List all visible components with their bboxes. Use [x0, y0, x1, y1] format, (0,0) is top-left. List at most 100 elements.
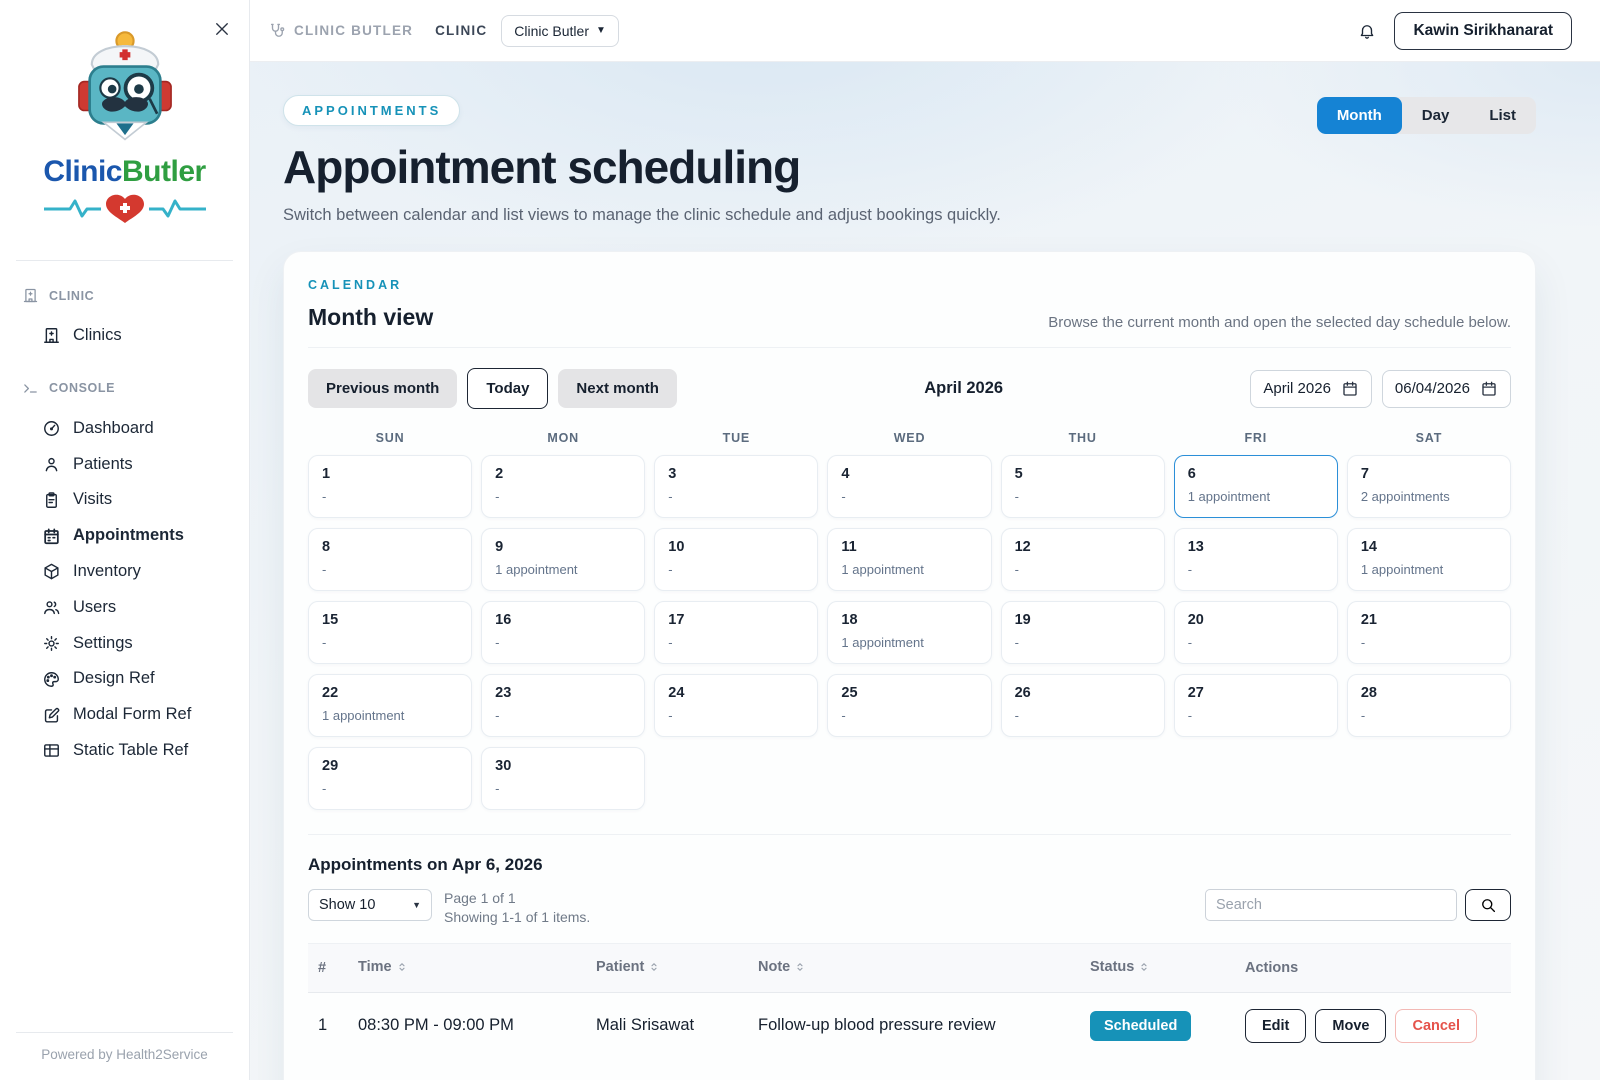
previous-month-button[interactable]: Previous month: [308, 369, 458, 408]
day-cell-5[interactable]: 5-: [1000, 455, 1165, 518]
sidebar-item-settings[interactable]: Settings: [0, 626, 249, 662]
users-icon: [42, 598, 61, 617]
day-cell-16[interactable]: 16-: [481, 601, 646, 664]
today-button[interactable]: Today: [467, 368, 549, 409]
calendar-picker-icon: [1341, 380, 1359, 398]
search-input[interactable]: [1205, 889, 1457, 921]
sidebar: ClinicButler CLINIC Clinics CONSOLE Dashboa…: [0, 0, 250, 1080]
page-size-select[interactable]: Show 10 ▼: [308, 889, 432, 921]
appointments-badge: APPOINTMENTS: [283, 95, 461, 126]
sidebar-item-inventory[interactable]: Inventory: [0, 554, 249, 590]
day-cell-1[interactable]: 1-: [308, 455, 473, 518]
day-cell-13[interactable]: 13-: [1173, 528, 1338, 591]
page-title: Appointment scheduling: [283, 141, 801, 193]
day-cell-10[interactable]: 10-: [654, 528, 819, 591]
day-cell-30[interactable]: 30-: [481, 747, 646, 810]
search-icon: [1479, 896, 1497, 914]
day-cell-17[interactable]: 17-: [654, 601, 819, 664]
calendar-card: CALENDAR Month view Browse the current m…: [283, 251, 1536, 1080]
weekday-label: THU: [1068, 431, 1097, 445]
main-content: APPOINTMENTS Appointment scheduling Swit…: [250, 62, 1600, 1080]
clinic-selector-dropdown[interactable]: Clinic Butler ▼: [501, 14, 619, 47]
column-header-time[interactable]: Time: [348, 942, 586, 993]
sidebar-item-modal-form-ref[interactable]: Modal Form Ref: [0, 697, 249, 733]
sidebar-item-users[interactable]: Users: [0, 590, 249, 626]
view-toggle: Month Day List: [1316, 97, 1536, 134]
close-icon[interactable]: [209, 16, 235, 42]
search-button[interactable]: [1465, 889, 1511, 921]
nav-section-clinic: CLINIC: [0, 279, 249, 312]
day-cell-22[interactable]: 22 1 appointment: [308, 674, 473, 737]
day-cell-3[interactable]: 3-: [654, 455, 819, 518]
sidebar-item-appointments[interactable]: Appointments: [0, 518, 249, 554]
day-cell-24[interactable]: 24-: [654, 674, 819, 737]
day-cell-19[interactable]: 19-: [1000, 601, 1165, 664]
month-picker-input[interactable]: April 2026: [1250, 369, 1372, 408]
day-appointments-heading: Appointments on Apr 6, 2026: [308, 855, 543, 874]
day-cell-29[interactable]: 29-: [308, 747, 473, 810]
day-cell-26[interactable]: 26-: [1000, 674, 1165, 737]
notifications-bell-icon[interactable]: [1358, 22, 1376, 40]
user-menu-button[interactable]: Kawin Sirikhanarat: [1394, 11, 1572, 50]
next-month-button[interactable]: Next month: [558, 369, 677, 408]
calendar-icon: [42, 527, 61, 546]
day-cell-14[interactable]: 14 1 appointment: [1346, 528, 1511, 591]
table-icon: [42, 741, 61, 760]
gauge-icon: [42, 419, 61, 438]
day-cell-8[interactable]: 8-: [308, 528, 473, 591]
move-appointment-button[interactable]: Move: [1315, 1008, 1387, 1043]
sidebar-item-dashboard[interactable]: Dashboard: [0, 411, 249, 447]
day-cell-21[interactable]: 21-: [1346, 601, 1511, 664]
month-view-heading: Month view: [308, 304, 434, 330]
palette-icon: [42, 670, 61, 689]
logo-wordmark: ClinicButler: [43, 155, 206, 188]
day-cell-11[interactable]: 11 1 appointment: [827, 528, 992, 591]
cancel-appointment-button[interactable]: Cancel: [1395, 1008, 1478, 1043]
column-header-num: #: [308, 942, 348, 993]
day-cell-18[interactable]: 18 1 appointment: [827, 601, 992, 664]
sidebar-nav: CLINIC Clinics CONSOLE Dashboard Patients Vis…: [0, 261, 249, 1018]
column-header-status[interactable]: Status: [1080, 942, 1235, 993]
appointment-note: Follow-up blood pressure review: [758, 1016, 996, 1035]
calendar-hint: Browse the current month and open the se…: [1048, 314, 1511, 331]
hospital-icon: [42, 326, 61, 345]
mascot-logo-image: [77, 31, 172, 141]
appointments-table: # Time Patient Note Status Actions 1 08:30 PM …: [308, 942, 1511, 1059]
sidebar-item-static-table-ref[interactable]: Static Table Ref: [0, 733, 249, 769]
day-cell-25[interactable]: 25-: [827, 674, 992, 737]
sidebar-item-visits[interactable]: Visits: [0, 482, 249, 518]
column-header-note[interactable]: Note: [748, 942, 1080, 993]
day-cell-2[interactable]: 2-: [481, 455, 646, 518]
view-tab-month[interactable]: Month: [1316, 97, 1402, 134]
view-tab-day[interactable]: Day: [1402, 97, 1470, 134]
sidebar-item-design-ref[interactable]: Design Ref: [0, 661, 249, 697]
day-cell-15[interactable]: 15-: [308, 601, 473, 664]
day-cell-28[interactable]: 28-: [1346, 674, 1511, 737]
view-tab-list[interactable]: List: [1469, 97, 1536, 134]
sidebar-divider: [16, 260, 233, 261]
weekday-label: SUN: [375, 431, 405, 445]
brand-text: CLINIC BUTLER: [294, 23, 414, 38]
hospital-icon: [22, 287, 39, 304]
table-row: 1 08:30 PM - 09:00 PM Mali Srisawat Follow-…: [308, 992, 1511, 1059]
stethoscope-icon: [268, 22, 286, 40]
topbar: CLINIC BUTLER CLINIC Clinic Butler ▼ Kawi…: [250, 0, 1600, 62]
person-icon: [42, 455, 61, 474]
column-header-patient[interactable]: Patient: [586, 942, 748, 993]
edit-appointment-button[interactable]: Edit: [1245, 1008, 1307, 1043]
day-cell-20[interactable]: 20-: [1173, 601, 1338, 664]
chevron-down-icon: ▼: [412, 900, 421, 910]
day-cell-23[interactable]: 23-: [481, 674, 646, 737]
calendar-eyebrow: CALENDAR: [308, 278, 403, 292]
day-cell-27[interactable]: 27-: [1173, 674, 1338, 737]
day-cell-4[interactable]: 4-: [827, 455, 992, 518]
sidebar-item-patients[interactable]: Patients: [0, 447, 249, 483]
powered-by-text: Powered by Health2Service: [41, 1047, 208, 1062]
date-picker-input[interactable]: 06/04/2026: [1381, 369, 1511, 408]
sidebar-item-clinics[interactable]: Clinics: [0, 318, 249, 354]
day-cell-12[interactable]: 12-: [1000, 528, 1165, 591]
page-subtitle: Switch between calendar and list views t…: [283, 206, 1001, 224]
